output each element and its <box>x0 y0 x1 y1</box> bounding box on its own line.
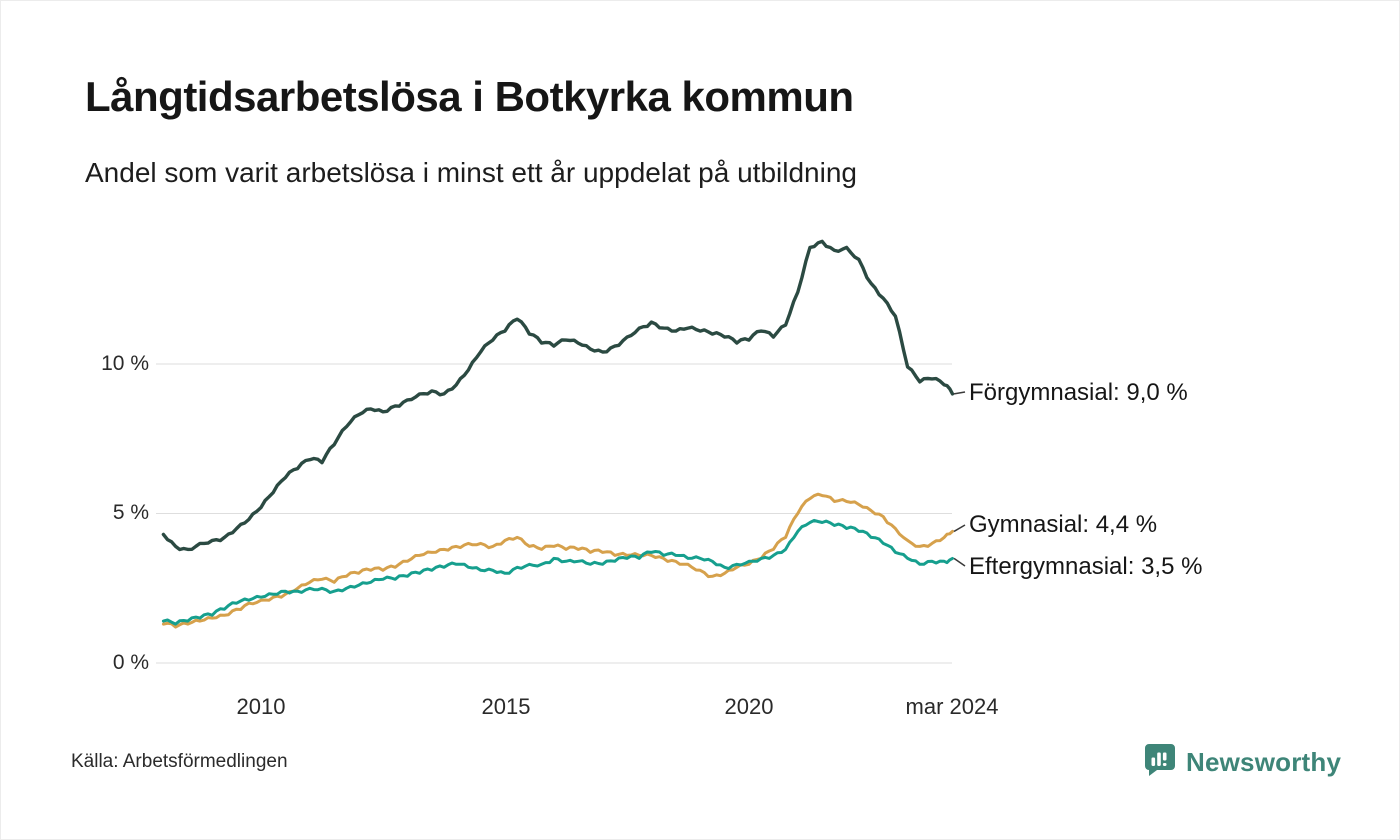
newsworthy-logo: Newsworthy <box>1144 743 1341 782</box>
page-subtitle: Andel som varit arbetslösa i minst ett å… <box>85 157 857 188</box>
source-note: Källa: Arbetsförmedlingen <box>71 751 288 772</box>
series-end-label-eftergymnasial: Eftergymnasial: 3,5 % <box>969 553 1203 580</box>
y-axis-tick-label: 5 % <box>112 501 149 524</box>
page-title: Långtidsarbetslösa i Botkyrka kommun <box>85 73 854 120</box>
x-axis-tick-label: 2010 <box>236 694 286 719</box>
x-axis-tick-label: 2015 <box>481 694 531 719</box>
newsworthy-wordmark: Newsworthy <box>1186 747 1342 777</box>
series-end-label-gymnasial: Gymnasial: 4,4 % <box>969 511 1158 538</box>
bar-chart-logo-icon <box>1144 743 1176 782</box>
y-axis-tick-label: 0 % <box>112 651 149 674</box>
y-axis-tick-label: 10 % <box>101 352 149 375</box>
x-axis-tick-label: mar 2024 <box>905 694 999 719</box>
series-end-label-forgymnasial: Förgymnasial: 9,0 % <box>969 379 1188 406</box>
x-axis-tick-label: 2020 <box>724 694 774 719</box>
